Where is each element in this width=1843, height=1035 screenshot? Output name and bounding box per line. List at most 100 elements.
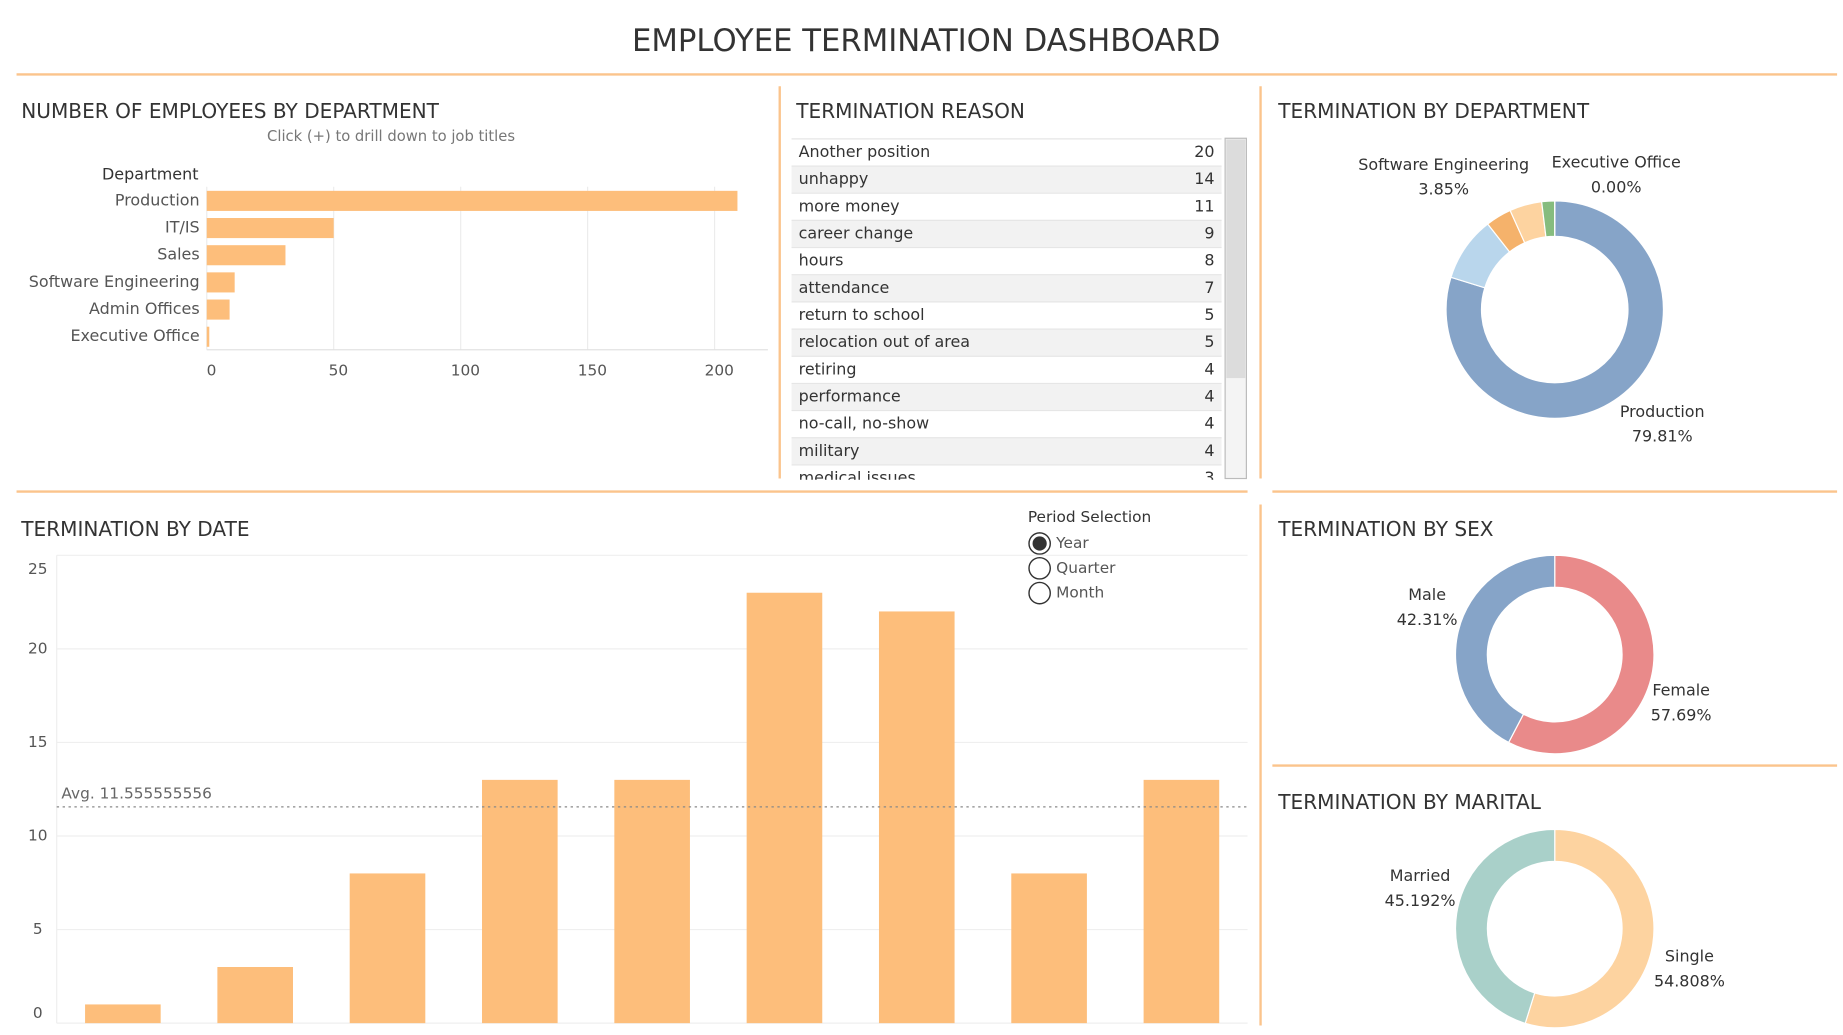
reason-count: 7	[1204, 278, 1214, 297]
reason-label: more money	[799, 196, 900, 215]
reason-count: 20	[1194, 142, 1214, 161]
reference-label: Avg. 11.555555556	[61, 784, 211, 802]
radio-label[interactable]: Year	[1055, 534, 1089, 552]
radio-button[interactable]	[1028, 581, 1051, 605]
reason-count: 5	[1204, 305, 1214, 324]
reason-count: 4	[1204, 441, 1214, 460]
table-row	[791, 329, 1222, 357]
x-tick-label: 200	[705, 362, 734, 380]
table-row	[791, 166, 1222, 194]
y-tick-label: 5	[33, 920, 43, 938]
slice-value-label: 57.69%	[1651, 705, 1712, 724]
bar[interactable]	[1143, 779, 1220, 1024]
reason-label: hours	[799, 251, 844, 270]
x-tick-label: 150	[578, 362, 607, 380]
donut-slice[interactable]	[1454, 828, 1556, 1025]
slice-value-label: 54.808%	[1654, 971, 1725, 990]
bar[interactable]	[85, 1004, 161, 1024]
bar[interactable]	[206, 299, 230, 320]
reason-count: 14	[1194, 169, 1214, 188]
y-tick-label: Production	[115, 190, 200, 209]
y-tick-label: Executive Office	[70, 326, 199, 345]
donut-slice[interactable]	[1445, 200, 1664, 419]
chart-title: TERMINATION BY MARITAL	[1277, 790, 1541, 814]
reason-count: 8	[1204, 251, 1214, 270]
bar[interactable]	[217, 967, 293, 1024]
donut-slice[interactable]	[1454, 554, 1556, 744]
slice-label: Single	[1665, 946, 1714, 965]
bar[interactable]	[482, 779, 558, 1024]
reason-label: retiring	[799, 359, 857, 378]
radio-label[interactable]: Quarter	[1056, 559, 1116, 577]
scrollbar-thumb[interactable]	[1226, 139, 1246, 379]
slice-value-label: 42.31%	[1397, 610, 1458, 629]
table-row	[791, 356, 1222, 384]
reason-label: attendance	[799, 278, 890, 297]
slice-label: Married	[1390, 866, 1451, 885]
table-row	[791, 301, 1222, 330]
y-tick-label: 10	[28, 827, 48, 845]
reason-label: military	[799, 441, 860, 460]
reason-count: 4	[1204, 386, 1214, 405]
y-tick-label: 25	[28, 560, 48, 578]
reason-label: medical issues	[799, 468, 916, 487]
table-row	[791, 410, 1222, 438]
x-tick-label: 50	[329, 362, 349, 380]
reason-label: Another position	[799, 142, 931, 161]
axis-label: Department	[102, 164, 198, 183]
radio-dot[interactable]	[1032, 536, 1047, 551]
bar[interactable]	[1011, 873, 1087, 1024]
chart-subtitle: Click (+) to drill down to job titles	[267, 128, 515, 145]
donut-slice[interactable]	[1524, 828, 1655, 1029]
bar[interactable]	[878, 611, 955, 1024]
slice-value-label: 79.81%	[1632, 427, 1693, 446]
donut-slice[interactable]	[1507, 554, 1655, 755]
reason-count: 4	[1204, 359, 1214, 378]
radio-label[interactable]: Month	[1056, 584, 1104, 602]
bar[interactable]	[206, 190, 738, 211]
table-row	[791, 193, 1222, 221]
reason-count: 9	[1204, 223, 1214, 242]
y-tick-label: Sales	[157, 245, 199, 264]
bar[interactable]	[206, 326, 210, 347]
table-title: TERMINATION REASON	[795, 99, 1025, 123]
x-tick-label: 0	[207, 362, 217, 380]
bar[interactable]	[349, 873, 426, 1024]
dashboard-title: EMPLOYEE TERMINATION DASHBOARD	[632, 23, 1220, 59]
slice-label: Production	[1620, 402, 1705, 421]
slice-label: Female	[1652, 681, 1710, 700]
reason-table: Another position 20 unhappy 14 more money 11 c…	[791, 138, 1222, 487]
reason-count: 5	[1204, 332, 1214, 351]
reason-label: performance	[799, 386, 901, 405]
y-tick-label: IT/IS	[165, 218, 200, 237]
y-tick-label: Admin Offices	[89, 299, 200, 318]
table-row	[791, 220, 1222, 248]
slice-value-label: 0.00%	[1591, 177, 1642, 196]
reason-label: career change	[799, 223, 914, 242]
y-tick-label: 20	[28, 639, 48, 657]
control-title: Period Selection	[1028, 508, 1151, 526]
x-tick-label: 100	[451, 362, 480, 380]
slice-label: Executive Office	[1552, 153, 1681, 172]
reason-count: 3	[1204, 468, 1214, 487]
slice-label: Male	[1408, 585, 1446, 604]
table-row	[791, 437, 1222, 465]
slice-value-label: 45.192%	[1385, 891, 1456, 910]
reason-count: 11	[1194, 196, 1214, 215]
reason-count: 4	[1204, 414, 1214, 433]
y-tick-label: 0	[33, 1004, 43, 1022]
bar[interactable]	[614, 779, 690, 1024]
bar[interactable]	[206, 272, 235, 293]
slice-value-label: 3.85%	[1418, 180, 1469, 199]
reason-label: unhappy	[799, 169, 869, 188]
bar[interactable]	[746, 592, 823, 1024]
slice-label: Software Engineering	[1358, 155, 1529, 174]
chart-title: NUMBER OF EMPLOYEES BY DEPARTMENT	[21, 99, 439, 123]
bar[interactable]	[206, 218, 334, 239]
radio-button[interactable]	[1028, 556, 1051, 580]
bar[interactable]	[206, 245, 286, 266]
chart-title: TERMINATION BY DATE	[20, 517, 249, 541]
chart-title: TERMINATION BY SEX	[1277, 517, 1493, 541]
